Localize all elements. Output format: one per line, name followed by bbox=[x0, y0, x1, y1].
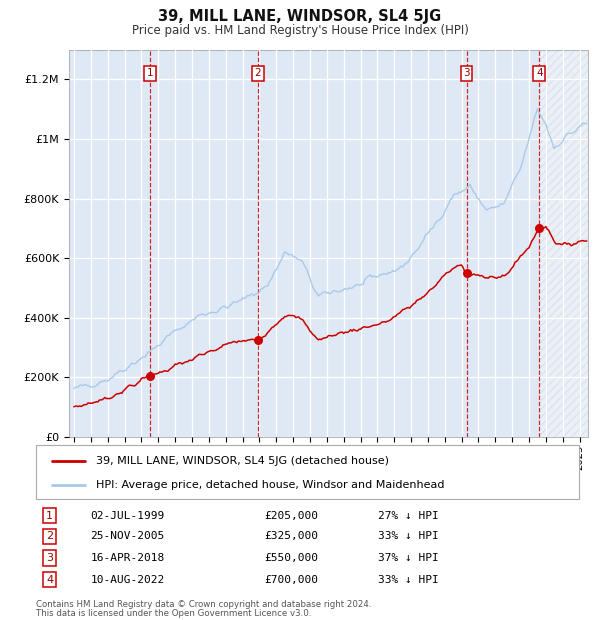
Text: Contains HM Land Registry data © Crown copyright and database right 2024.: Contains HM Land Registry data © Crown c… bbox=[36, 600, 371, 609]
Text: 3: 3 bbox=[463, 68, 470, 79]
FancyBboxPatch shape bbox=[36, 445, 579, 499]
Text: 4: 4 bbox=[536, 68, 542, 79]
Bar bbox=[69, 50, 588, 437]
Text: 3: 3 bbox=[46, 553, 53, 563]
Bar bbox=[539, 50, 588, 437]
Text: Price paid vs. HM Land Registry's House Price Index (HPI): Price paid vs. HM Land Registry's House … bbox=[131, 24, 469, 37]
Text: 39, MILL LANE, WINDSOR, SL4 5JG (detached house): 39, MILL LANE, WINDSOR, SL4 5JG (detache… bbox=[96, 456, 389, 466]
Text: 4: 4 bbox=[46, 575, 53, 585]
Text: £325,000: £325,000 bbox=[264, 531, 318, 541]
Text: 1: 1 bbox=[46, 511, 53, 521]
Text: 1: 1 bbox=[146, 68, 153, 79]
Text: 10-AUG-2022: 10-AUG-2022 bbox=[91, 575, 164, 585]
Text: 2: 2 bbox=[46, 531, 53, 541]
Text: HPI: Average price, detached house, Windsor and Maidenhead: HPI: Average price, detached house, Wind… bbox=[96, 480, 444, 490]
Text: 02-JUL-1999: 02-JUL-1999 bbox=[91, 511, 164, 521]
Text: 37% ↓ HPI: 37% ↓ HPI bbox=[378, 553, 439, 563]
Text: £205,000: £205,000 bbox=[264, 511, 318, 521]
Text: 25-NOV-2005: 25-NOV-2005 bbox=[91, 531, 164, 541]
Text: 16-APR-2018: 16-APR-2018 bbox=[91, 553, 164, 563]
Text: 39, MILL LANE, WINDSOR, SL4 5JG: 39, MILL LANE, WINDSOR, SL4 5JG bbox=[158, 9, 442, 24]
Text: £550,000: £550,000 bbox=[264, 553, 318, 563]
Text: 2: 2 bbox=[254, 68, 261, 79]
Text: 33% ↓ HPI: 33% ↓ HPI bbox=[378, 531, 439, 541]
Text: 33% ↓ HPI: 33% ↓ HPI bbox=[378, 575, 439, 585]
Text: £700,000: £700,000 bbox=[264, 575, 318, 585]
Text: 27% ↓ HPI: 27% ↓ HPI bbox=[378, 511, 439, 521]
Text: This data is licensed under the Open Government Licence v3.0.: This data is licensed under the Open Gov… bbox=[36, 609, 311, 618]
Bar bbox=[539, 50, 588, 437]
